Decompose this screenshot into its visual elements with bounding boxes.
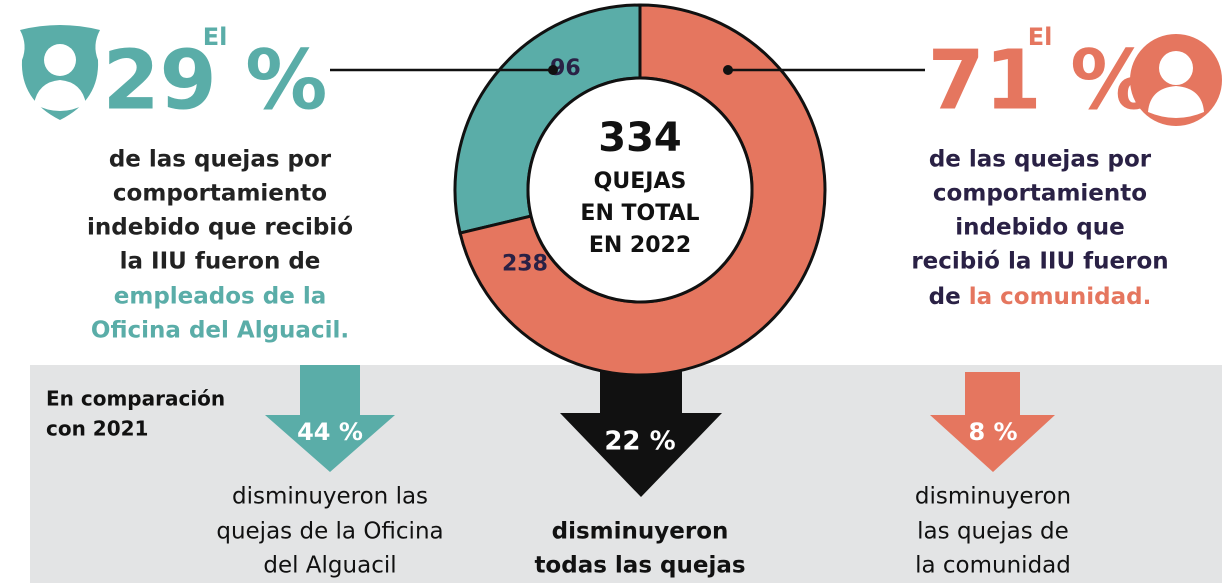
center-label: QUEJAS [594,169,687,194]
paragraph-line: de las quejas por [929,147,1152,173]
caption: todas las quejas [534,553,745,579]
change: 8 % [968,418,1017,446]
caption: del Alguacil [263,553,396,579]
paragraph-line: la IIU fueron de [120,249,321,275]
arrow-down [560,360,722,497]
caption: la comunidad [915,553,1071,579]
change: 22 % [604,427,675,457]
arrow-down [930,372,1055,472]
comparison-title: En comparación [46,387,225,411]
caption: quejas de la Oficina [216,519,443,545]
caption: disminuyeron [552,519,729,545]
person-icon [1130,34,1222,126]
center-label: EN 2022 [589,233,691,258]
badge-icon [20,25,100,120]
share: 71 % [928,33,1153,128]
caption: las quejas de [917,519,1069,545]
paragraph-line: de las quejas por [109,147,332,173]
comparison-title: con 2021 [46,417,148,441]
highlight: Oficina del Alguacil. [91,318,349,344]
share: 29 % [103,33,328,128]
connector-dot [723,65,733,75]
paragraph-line: indebido que recibió [87,215,353,241]
paragraph-line: recibió la IIU fueron [911,249,1168,275]
connector-dot [548,65,558,75]
caption: disminuyeron [915,484,1071,510]
paragraph-line: de la comunidad. [929,284,1152,310]
paragraph-line: indebido que [955,215,1124,241]
total: 334 [598,115,682,161]
paragraph-line: comportamiento [933,181,1147,207]
arrow-down [265,365,395,472]
caption: disminuyeron las [232,484,428,510]
intro: El [1028,23,1053,51]
value-label: 238 [502,251,548,276]
intro: El [203,23,228,51]
highlight: empleados de la [114,284,326,310]
change: 44 % [297,418,363,446]
paragraph-word: de [929,284,961,310]
center-label: EN TOTAL [580,201,699,226]
paragraph-line: comportamiento [113,181,327,207]
donut-hole [526,76,754,304]
highlight: la comunidad. [969,284,1152,310]
